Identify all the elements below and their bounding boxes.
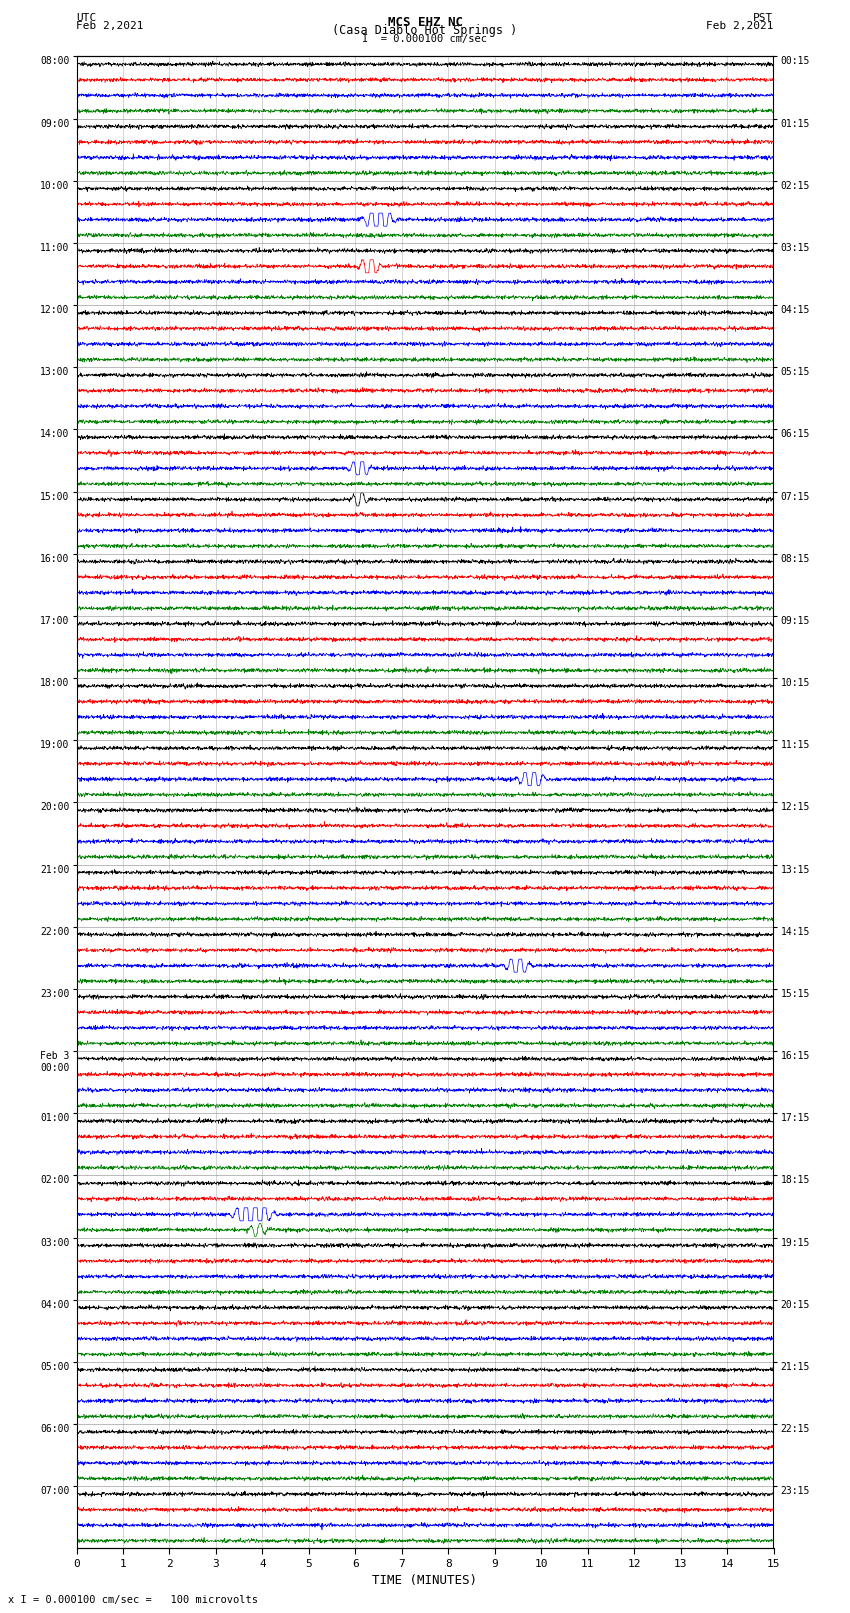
Text: MCS EHZ NC: MCS EHZ NC [388,16,462,29]
Text: (Casa Diablo Hot Springs ): (Casa Diablo Hot Springs ) [332,24,518,37]
Text: I  = 0.000100 cm/sec: I = 0.000100 cm/sec [362,34,488,44]
Text: UTC: UTC [76,13,97,23]
Text: x I = 0.000100 cm/sec =   100 microvolts: x I = 0.000100 cm/sec = 100 microvolts [8,1595,258,1605]
Text: PST: PST [753,13,774,23]
X-axis label: TIME (MINUTES): TIME (MINUTES) [372,1574,478,1587]
Text: Feb 2,2021: Feb 2,2021 [76,21,144,31]
Text: Feb 2,2021: Feb 2,2021 [706,21,774,31]
